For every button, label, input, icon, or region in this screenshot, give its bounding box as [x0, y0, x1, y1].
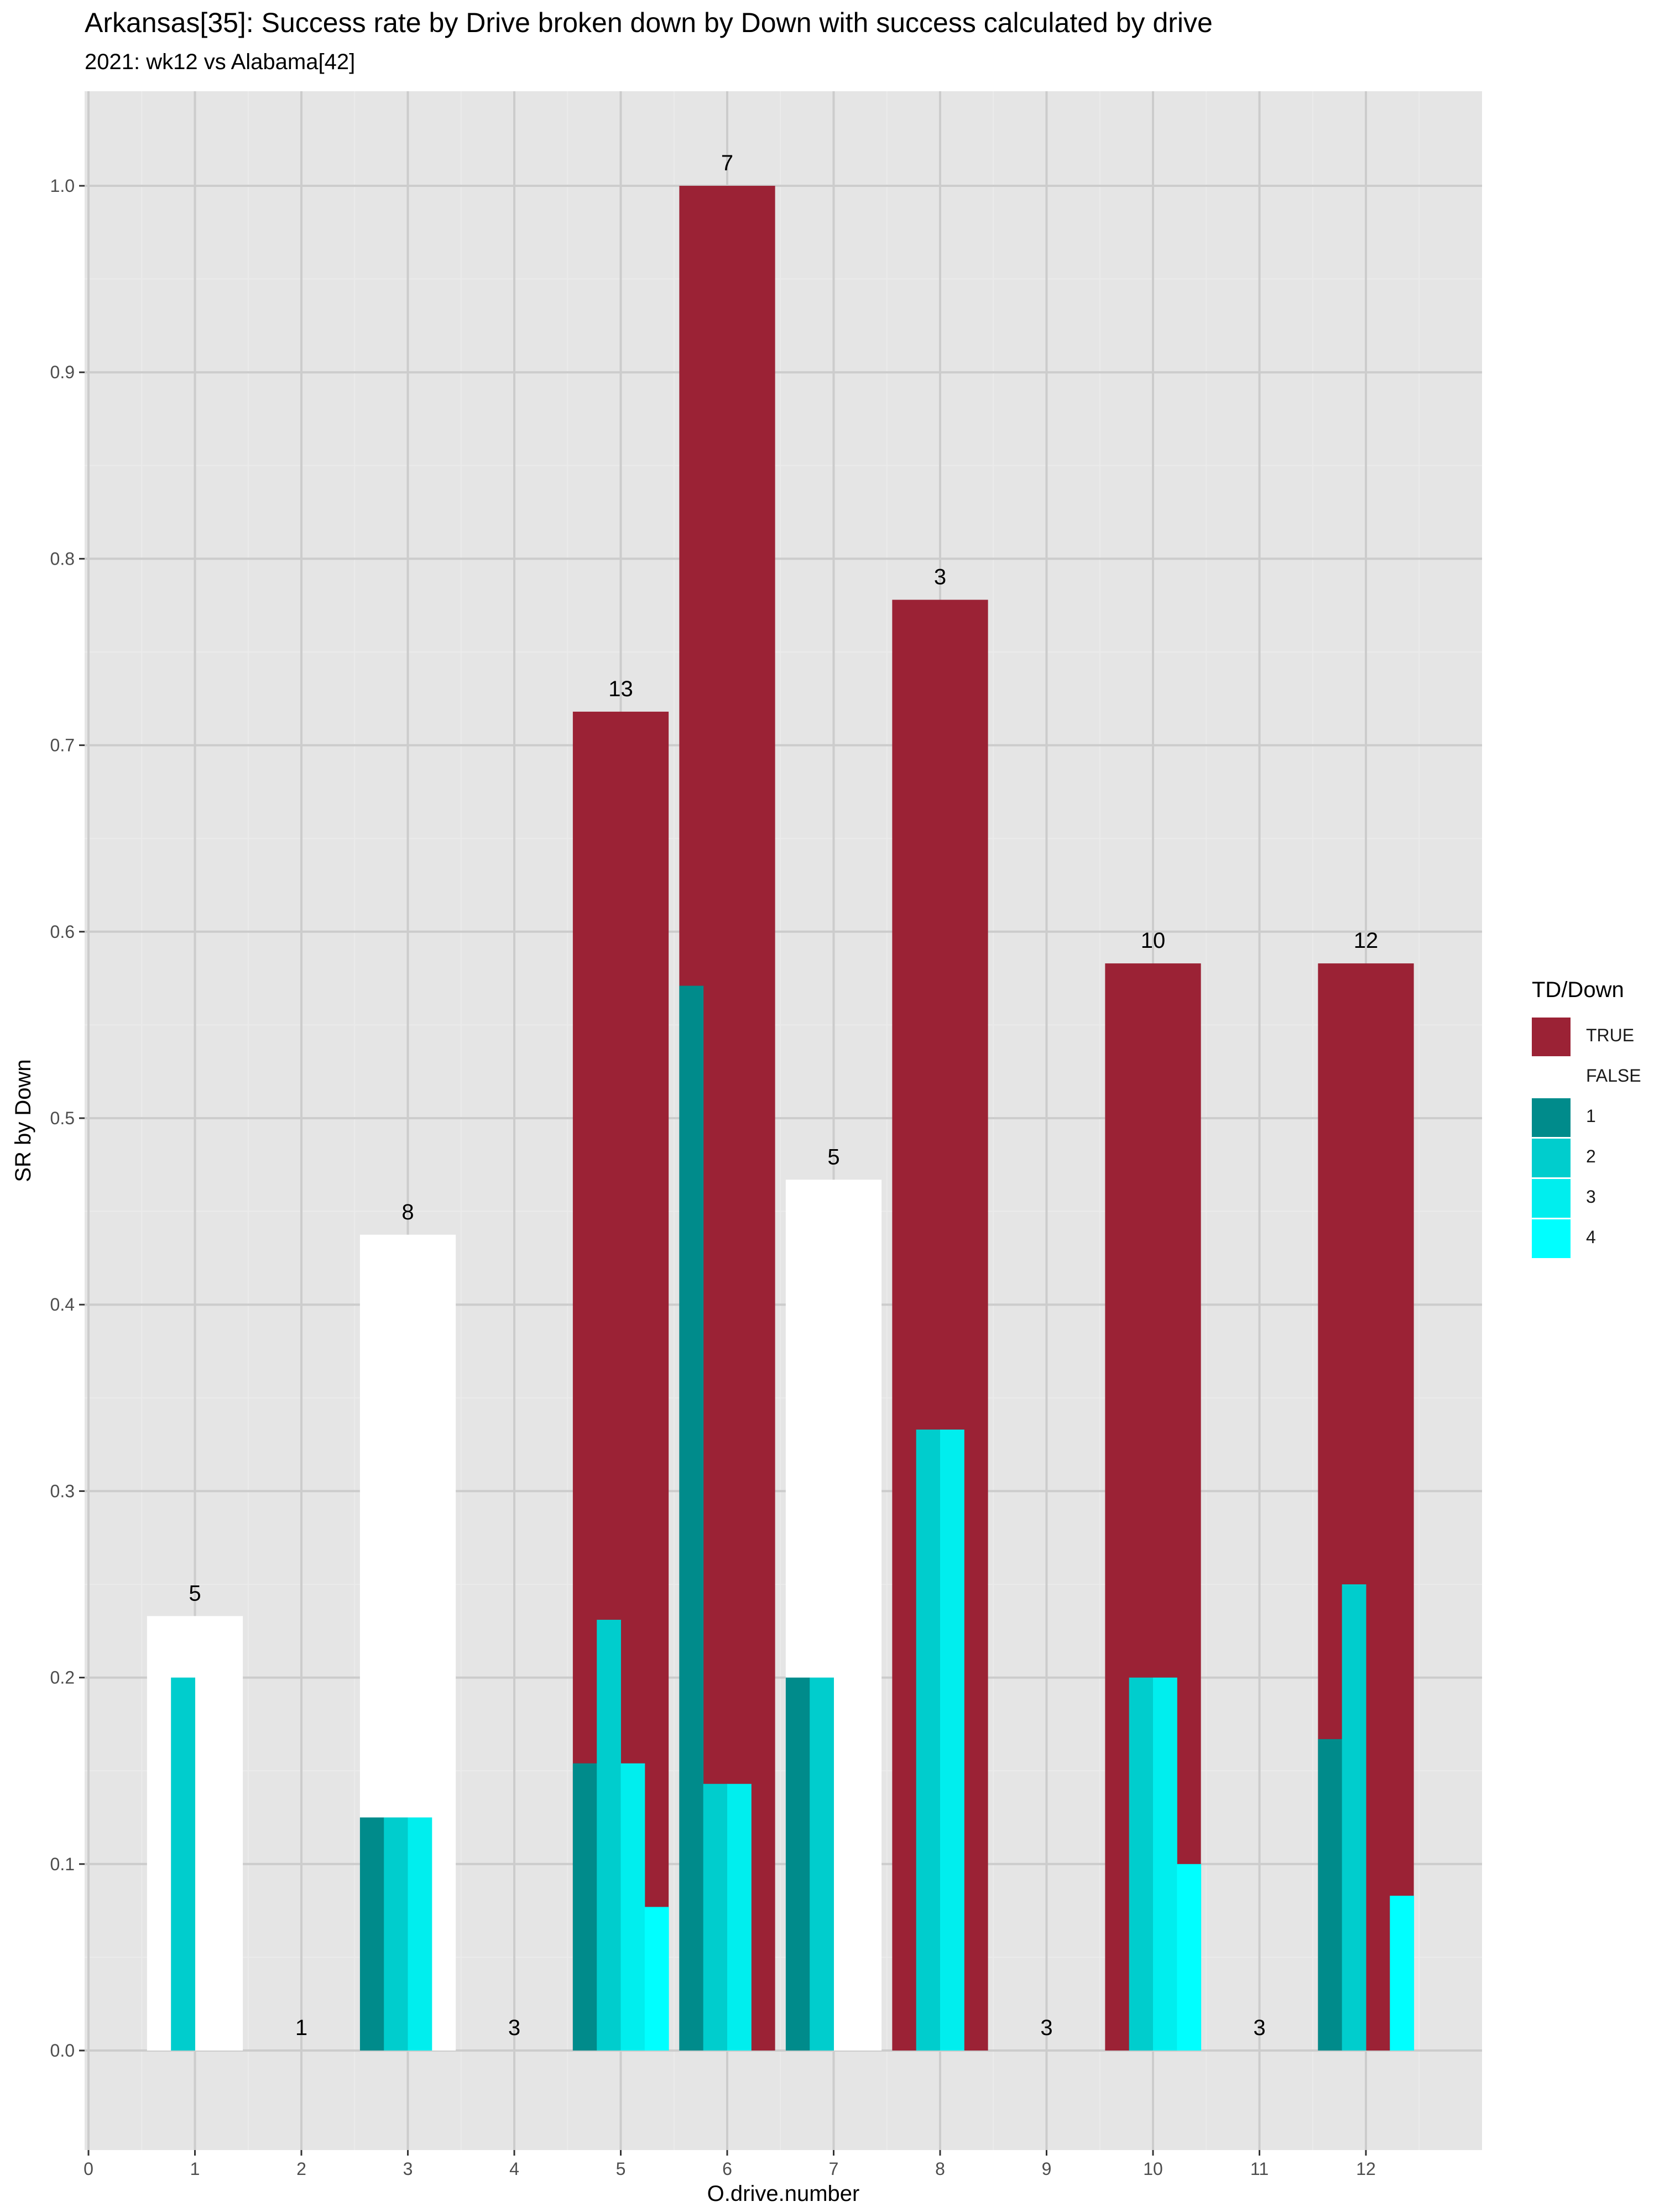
x-tick-label: 11 — [1250, 2159, 1269, 2179]
bar-label: 5 — [189, 1581, 201, 1605]
x-tick-label: 5 — [616, 2159, 626, 2179]
x-tick-label: 6 — [722, 2159, 732, 2179]
chart-title: Arkansas[35]: Success rate by Drive brok… — [85, 7, 1213, 38]
y-tick-label: 1.0 — [50, 176, 75, 196]
x-tick-label: 2 — [296, 2159, 306, 2179]
legend-key-down-3 — [1532, 1179, 1571, 1218]
y-tick-label: 0.7 — [50, 735, 75, 755]
legend-item-true: TRUE — [1532, 1018, 1659, 1056]
legend-label-down-3: 3 — [1586, 1187, 1596, 1207]
legend-item-false: FALSE — [1532, 1058, 1659, 1097]
legend-label-true: TRUE — [1586, 1025, 1635, 1045]
bar-drive-12-down-4 — [1390, 1896, 1415, 2051]
bar-drive-7-down-2 — [810, 1677, 834, 2051]
bar-label: 13 — [608, 677, 633, 701]
x-tick-label: 7 — [829, 2159, 839, 2179]
y-tick-label: 0.2 — [50, 1668, 75, 1688]
legend-item-down-4: 4 — [1532, 1219, 1659, 1258]
bar-drive-10-down-2 — [1129, 1677, 1154, 2051]
x-axis-label: O.drive.number — [707, 2182, 860, 2206]
bar-label: 3 — [934, 565, 946, 589]
bar-drive-5-down-4 — [644, 1907, 669, 2051]
legend-label-down-1: 1 — [1586, 1106, 1596, 1126]
bar-drive-12-down-1 — [1318, 1739, 1343, 2051]
bar-label: 8 — [401, 1200, 414, 1224]
legend-item-down-3: 3 — [1532, 1179, 1659, 1218]
x-tick-label: 0 — [84, 2159, 93, 2179]
legend-key-false — [1532, 1058, 1571, 1097]
bar-label: 12 — [1354, 928, 1379, 953]
y-tick-label: 0.9 — [50, 362, 75, 382]
bar-drive-3-down-3 — [408, 1817, 432, 2051]
bar-drive-8-down-3 — [940, 1430, 964, 2051]
bar-drive-6-down-3 — [727, 1783, 752, 2051]
x-tick-label: 3 — [403, 2159, 413, 2179]
x-tick-label: 8 — [935, 2159, 945, 2179]
legend-key-true — [1532, 1018, 1571, 1056]
bar-drive-12-down-2 — [1342, 1584, 1366, 2051]
bar-drive-10-down-4 — [1177, 1864, 1202, 2051]
bar-label: 3 — [1253, 2016, 1265, 2040]
bar-drive-5-down-3 — [620, 1763, 645, 2051]
bar-drive-3-down-1 — [359, 1817, 384, 2051]
y-tick-label: 0.4 — [50, 1295, 75, 1314]
y-tick-label: 0.5 — [50, 1108, 75, 1128]
y-tick-label: 0.0 — [50, 2041, 75, 2060]
x-tick-label: 12 — [1356, 2159, 1376, 2179]
bar-drive-5-down-2 — [597, 1620, 621, 2051]
bar-drive-8-down-2 — [916, 1430, 941, 2051]
legend-label-down-2: 2 — [1586, 1146, 1596, 1166]
legend-key-down-4 — [1532, 1219, 1571, 1258]
bar-drive-1-down-2 — [171, 1677, 195, 2051]
bar-label: 3 — [1040, 2016, 1052, 2040]
legend-key-down-1 — [1532, 1098, 1571, 1137]
x-tick-label: 1 — [190, 2159, 200, 2179]
plot-panel — [85, 91, 1482, 2150]
bar-drive-6-down-2 — [703, 1783, 728, 2051]
x-tick-label: 9 — [1042, 2159, 1052, 2179]
y-tick-label: 0.1 — [50, 1854, 75, 1874]
y-tick-label: 0.6 — [50, 922, 75, 942]
bar-label: 10 — [1141, 928, 1166, 953]
y-tick-label: 0.8 — [50, 549, 75, 568]
bar-drive-5-down-1 — [572, 1763, 597, 2051]
legend-item-down-1: 1 — [1532, 1098, 1659, 1137]
legend-item-down-2: 2 — [1532, 1139, 1659, 1177]
chart-subtitle: 2021: wk12 vs Alabama[42] — [85, 50, 356, 74]
bar-label: 3 — [508, 2016, 520, 2040]
bar-label: 7 — [721, 151, 733, 175]
legend-title: TD/Down — [1532, 978, 1624, 1002]
legend-label-down-4: 4 — [1586, 1227, 1596, 1247]
x-tick-label: 4 — [509, 2159, 519, 2179]
legend-label-false: FALSE — [1586, 1066, 1641, 1086]
legend-key-down-2 — [1532, 1139, 1571, 1177]
bar-drive-10-down-3 — [1153, 1677, 1177, 2051]
bar-drive-7-down-1 — [785, 1677, 810, 2051]
bar-drive-6-down-1 — [679, 985, 704, 2051]
bar-label: 5 — [827, 1145, 839, 1169]
bar-label: 1 — [295, 2016, 307, 2040]
x-tick-label: 10 — [1143, 2159, 1163, 2179]
y-axis-label: SR by Down — [11, 1059, 35, 1182]
y-tick-label: 0.3 — [50, 1481, 75, 1501]
bar-drive-3-down-2 — [384, 1817, 408, 2051]
